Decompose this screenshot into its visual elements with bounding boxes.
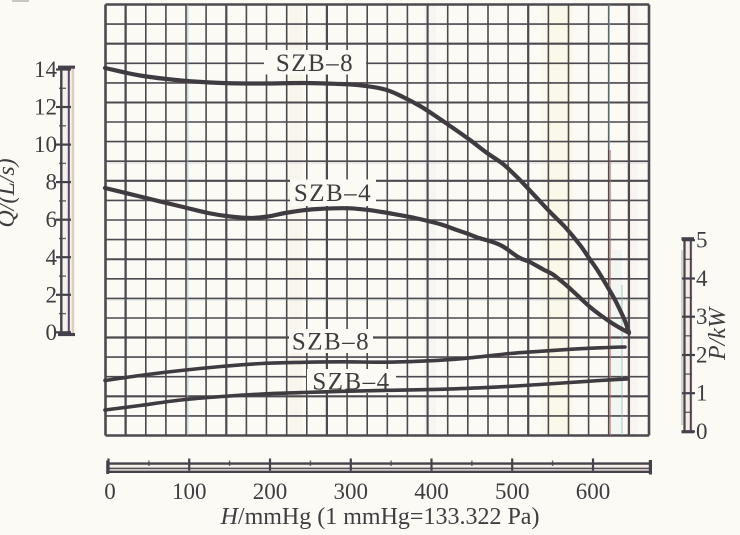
svg-text:14: 14 <box>34 57 58 82</box>
svg-text:Q/(L/s): Q/(L/s) <box>0 158 20 227</box>
svg-text:2: 2 <box>696 343 708 368</box>
svg-text:SZB–4: SZB–4 <box>312 369 390 396</box>
svg-text:5: 5 <box>696 228 708 253</box>
svg-text:0: 0 <box>696 419 708 444</box>
svg-text:6: 6 <box>46 207 58 232</box>
svg-text:SZB–4: SZB–4 <box>294 180 372 207</box>
svg-text:0: 0 <box>46 320 58 345</box>
svg-text:H/mmHg (1 mmHg=133.322 Pa): H/mmHg (1 mmHg=133.322 Pa) <box>220 504 540 530</box>
svg-text:4: 4 <box>46 245 58 270</box>
svg-text:P/kW: P/kW <box>705 306 731 361</box>
svg-text:200: 200 <box>253 479 288 504</box>
svg-text:8: 8 <box>46 170 58 195</box>
svg-text:500: 500 <box>495 479 530 504</box>
svg-text:3: 3 <box>696 304 708 329</box>
svg-text:400: 400 <box>414 479 449 504</box>
svg-text:SZB–8: SZB–8 <box>276 50 354 77</box>
svg-text:1: 1 <box>696 381 708 406</box>
svg-text:12: 12 <box>34 95 57 120</box>
svg-text:2: 2 <box>46 282 58 307</box>
svg-text:600: 600 <box>576 479 611 504</box>
svg-text:0: 0 <box>104 479 116 504</box>
svg-text:SZB–8: SZB–8 <box>292 329 370 356</box>
svg-text:300: 300 <box>334 479 369 504</box>
svg-text:100: 100 <box>172 479 207 504</box>
svg-text:4: 4 <box>696 266 708 291</box>
svg-text:10: 10 <box>34 132 57 157</box>
